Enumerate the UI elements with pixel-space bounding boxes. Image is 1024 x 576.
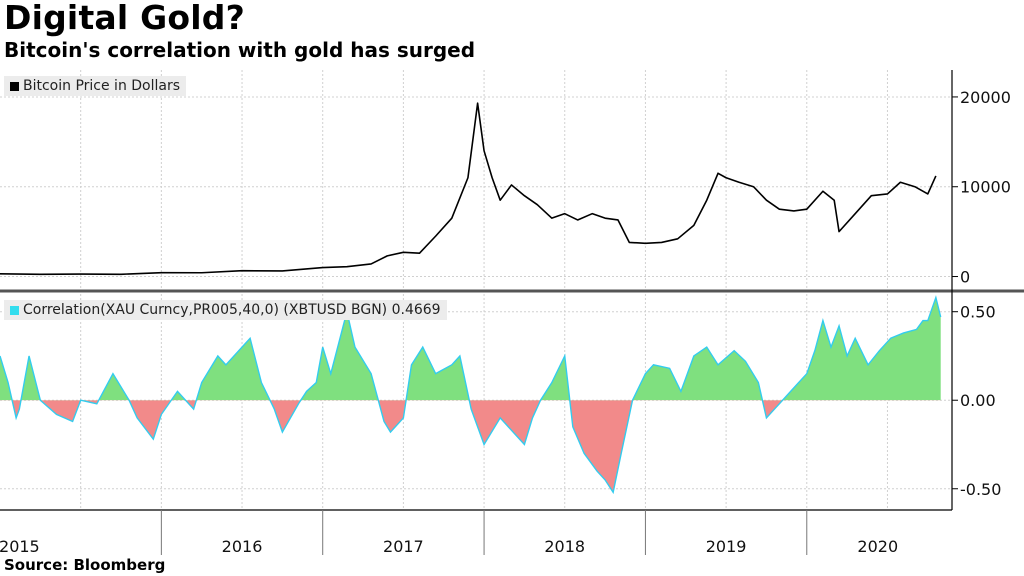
correlation-tick-label: 0.50 (960, 303, 996, 322)
chart-subtitle: Bitcoin's correlation with gold has surg… (4, 38, 476, 62)
correlation-positive-area (0, 297, 941, 401)
x-tick-label: 2019 (706, 537, 747, 556)
x-tick-label: 2020 (857, 537, 898, 556)
price-legend-label: Bitcoin Price in Dollars (23, 78, 181, 94)
source-note: Source: Bloomberg (4, 556, 166, 574)
x-tick-label: 2017 (383, 537, 424, 556)
correlation-line (0, 295, 942, 495)
correlation-legend: Correlation(XAU Curncy,PR005,40,0) (XBTU… (4, 300, 447, 320)
price-legend: Bitcoin Price in Dollars (4, 76, 187, 96)
price-tick-label: 20000 (960, 88, 1011, 107)
chart-title: Digital Gold? (4, 0, 245, 37)
correlation-legend-label: Correlation(XAU Curncy,PR005,40,0) (XBTU… (23, 302, 441, 318)
price-tick-label: 10000 (960, 178, 1011, 197)
correlation-legend-swatch (10, 305, 19, 315)
correlation-tick-label: 0.00 (960, 391, 996, 410)
correlation-tick-label: -0.50 (960, 480, 1001, 499)
x-tick-label: 2018 (544, 537, 585, 556)
price-tick-label: 0 (960, 268, 970, 287)
x-tick-label: 2016 (222, 537, 263, 556)
price-legend-swatch (10, 81, 19, 91)
bitcoin-price-line (0, 102, 937, 276)
x-tick-label: 2015 (0, 537, 40, 556)
